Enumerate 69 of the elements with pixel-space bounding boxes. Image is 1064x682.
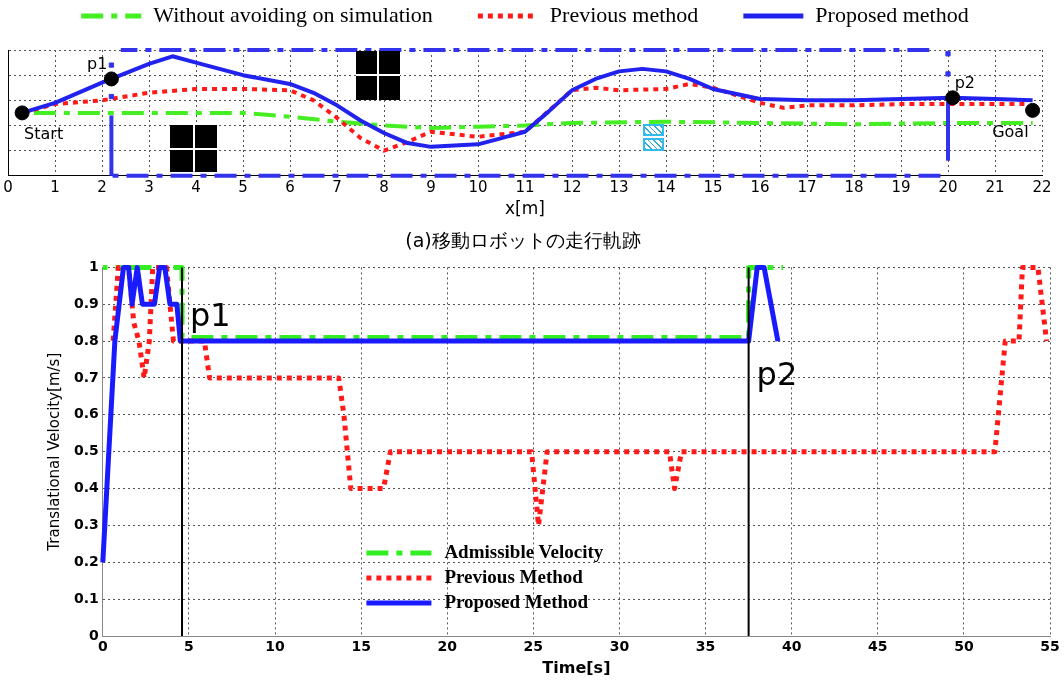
x-tick-label: 16 [750, 177, 770, 196]
x-tick-label: 22 [1032, 177, 1052, 196]
annotation: p2 [954, 72, 976, 92]
annotation: p1 [87, 54, 108, 74]
x-tick-label: 0 [3, 177, 13, 196]
point [108, 93, 115, 100]
x-tick-label: 17 [797, 177, 817, 196]
x-tick-label: 21 [985, 177, 1005, 196]
y-tick-label: 0 [89, 626, 100, 643]
legend-label: Proposed Method [444, 590, 589, 612]
text: (a)移動ロボットの走行軌跡 [405, 228, 641, 251]
x-tick-label: 11 [515, 177, 535, 196]
legend-label: Previous method [549, 1, 699, 27]
x-tick-label: 20 [437, 638, 458, 655]
legend-label: Proposed method [815, 1, 969, 27]
x-tick-label: 12 [562, 177, 582, 196]
x-tick-label: 6 [285, 177, 295, 196]
y-tick-label: 0.8 [73, 331, 99, 348]
point [1025, 102, 1041, 118]
x-tick-label: 1 [50, 177, 60, 196]
annotation: Start [24, 124, 64, 144]
y-tick-label: 0.7 [73, 368, 99, 385]
y-tick-label: 0.1 [73, 589, 99, 606]
y-tick-label: 0.2 [73, 552, 99, 569]
y-tick-label: 0.6 [73, 405, 99, 422]
x-tick-label: 10 [265, 638, 286, 655]
ref-line-label: p1 [190, 296, 231, 335]
x-tick-label: 45 [868, 638, 888, 655]
x-tick-label: 2 [97, 177, 107, 196]
y-tick-label: 0.3 [73, 516, 99, 533]
x-tick-label: 20 [938, 177, 958, 196]
x-tick-label: 18 [844, 177, 864, 196]
point [103, 71, 119, 87]
x-tick-label: 25 [523, 638, 544, 655]
x-tick-label: 4 [191, 177, 201, 196]
x-tick-label: 30 [609, 638, 630, 655]
y-tick-label: 0.5 [73, 442, 99, 459]
ref-line-label: p2 [756, 355, 798, 394]
x-tick-label: 5 [238, 177, 248, 196]
y-tick-label: 0.9 [73, 294, 99, 311]
x-tick-label: 5 [184, 638, 194, 655]
x-tick-label: 50 [954, 638, 974, 655]
legend-label: Without avoiding on simulation [153, 1, 433, 27]
point [945, 71, 951, 77]
x-tick-label: 40 [781, 638, 802, 655]
x-tick-label: 13 [609, 177, 629, 196]
legend-label: Previous Method [444, 565, 584, 587]
y-tick-label: 1 [89, 258, 99, 275]
x-tick-label: 10 [468, 177, 488, 196]
x-tick-label: 15 [351, 638, 371, 655]
x-tick-label: 8 [379, 177, 389, 196]
legend-label: Admissible Velocity [444, 540, 604, 562]
point [945, 90, 961, 106]
point [108, 62, 115, 68]
x-tick-label: 3 [144, 177, 154, 196]
x-tick-label: 14 [656, 177, 676, 196]
x-tick-label: 9 [426, 177, 436, 196]
x-tick-label: 55 [1040, 638, 1060, 655]
point [945, 51, 951, 57]
y-tick-label: 0.4 [73, 479, 100, 496]
annotation: Goal [992, 121, 1029, 141]
x-tick-label: 35 [695, 638, 716, 655]
x-axis-title: x[m] [505, 198, 545, 219]
x-tick-label: 7 [332, 177, 342, 196]
x-tick-label: 15 [703, 177, 723, 196]
point [14, 105, 30, 121]
y-axis-title: Translational Velocity[m/s] [44, 352, 63, 552]
x-tick-label: 19 [891, 177, 911, 196]
x-axis-title: Time[s] [542, 657, 611, 677]
